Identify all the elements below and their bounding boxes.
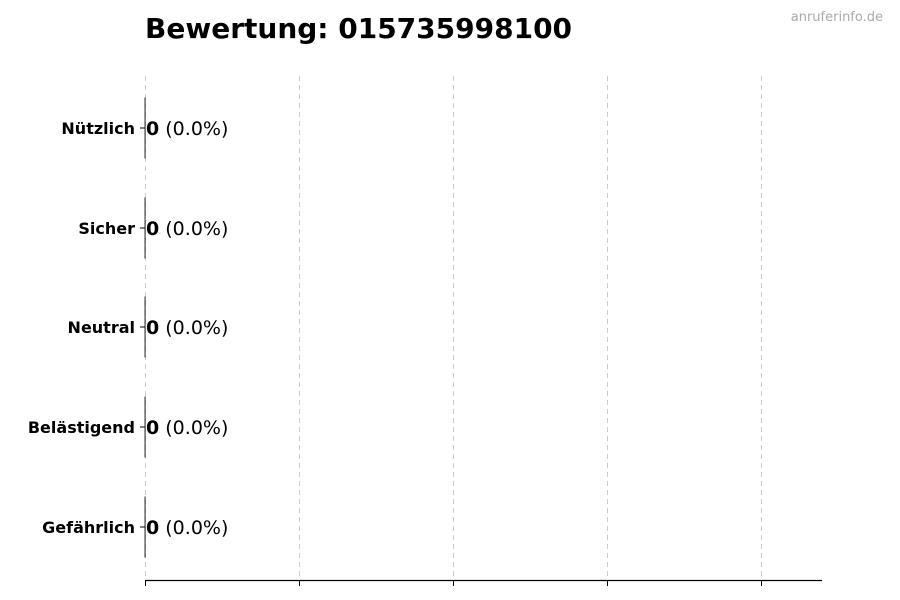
value-count: 0 <box>146 317 159 339</box>
value-label: 0 (0.0%) <box>146 218 228 240</box>
value-count: 0 <box>146 218 159 240</box>
category-label: Gefährlich <box>42 518 135 537</box>
value-percent: (0.0%) <box>159 218 228 240</box>
value-percent: (0.0%) <box>159 317 228 339</box>
value-label: 0 (0.0%) <box>146 317 228 339</box>
category-label: Sicher <box>78 219 135 238</box>
chart-title: Bewertung: 015735998100 <box>145 12 573 45</box>
category-label: Neutral <box>68 318 135 337</box>
value-percent: (0.0%) <box>159 517 228 539</box>
value-percent: (0.0%) <box>159 417 228 439</box>
value-count: 0 <box>146 517 159 539</box>
category-label: Belästigend <box>28 418 135 437</box>
value-count: 0 <box>146 417 159 439</box>
watermark: anruferinfo.de <box>790 10 883 25</box>
value-percent: (0.0%) <box>159 118 228 140</box>
category-label: Nützlich <box>61 119 135 138</box>
value-count: 0 <box>146 118 159 140</box>
value-label: 0 (0.0%) <box>146 118 228 140</box>
value-label: 0 (0.0%) <box>146 417 228 439</box>
value-label: 0 (0.0%) <box>146 517 228 539</box>
